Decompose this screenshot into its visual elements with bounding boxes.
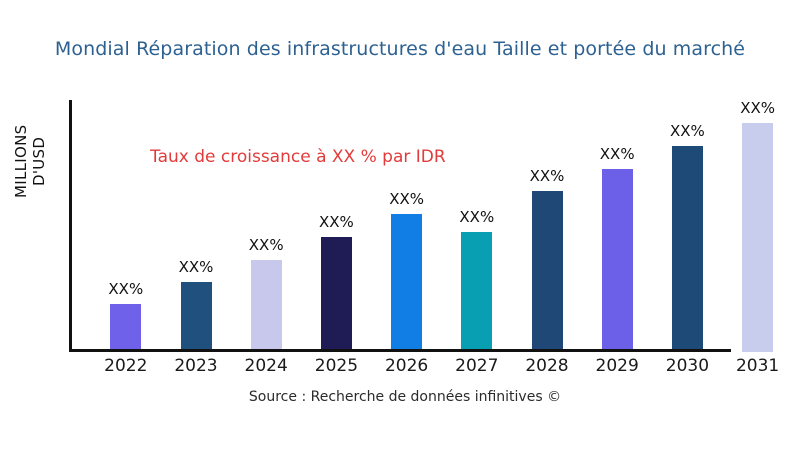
bar-2022 xyxy=(110,303,142,352)
y-axis-line xyxy=(69,100,72,352)
x-tick-2031: 2031 xyxy=(735,356,780,376)
bar-2025 xyxy=(320,236,352,352)
x-tick-2022: 2022 xyxy=(104,356,148,376)
x-tick-2024: 2024 xyxy=(244,356,288,376)
y-axis-label: MILLIONS D'USD xyxy=(12,124,48,198)
growth-rate-annotation: Taux de croissance à XX % par IDR xyxy=(150,147,446,167)
x-tick-2028: 2028 xyxy=(525,356,569,376)
bar-2024 xyxy=(250,259,282,352)
bar-value-label-2028: XX% xyxy=(529,166,565,185)
chart-title: Mondial Réparation des infrastructures d… xyxy=(54,38,746,60)
x-tick-2025: 2025 xyxy=(314,356,359,376)
bar-value-label-2029: XX% xyxy=(599,144,635,163)
bar-value-label-2022: XX% xyxy=(108,279,144,298)
source-caption: Source : Recherche de données infinitive… xyxy=(248,389,562,405)
bar-2027 xyxy=(461,231,493,352)
x-tick-2023: 2023 xyxy=(174,356,218,376)
bar-2029 xyxy=(601,168,633,352)
x-tick-2027: 2027 xyxy=(455,356,499,376)
bar-value-label-2027: XX% xyxy=(459,207,495,226)
bar-2026 xyxy=(391,213,423,352)
bar-value-label-2023: XX% xyxy=(178,257,214,276)
x-tick-2030: 2030 xyxy=(665,356,710,376)
bar-value-label-2030: XX% xyxy=(669,121,705,140)
bar-value-label-2024: XX% xyxy=(248,235,284,254)
x-tick-2029: 2029 xyxy=(595,356,639,376)
bar-value-label-2026: XX% xyxy=(389,189,424,208)
bar-2031 xyxy=(742,122,774,352)
x-axis-line xyxy=(69,349,731,352)
bar-2028 xyxy=(531,190,563,352)
bar-value-label-2025: XX% xyxy=(318,212,354,231)
bar-value-label-2031: XX% xyxy=(740,98,775,117)
bar-2030 xyxy=(671,145,703,352)
bar-2023 xyxy=(180,281,212,352)
x-tick-2026: 2026 xyxy=(384,356,429,376)
